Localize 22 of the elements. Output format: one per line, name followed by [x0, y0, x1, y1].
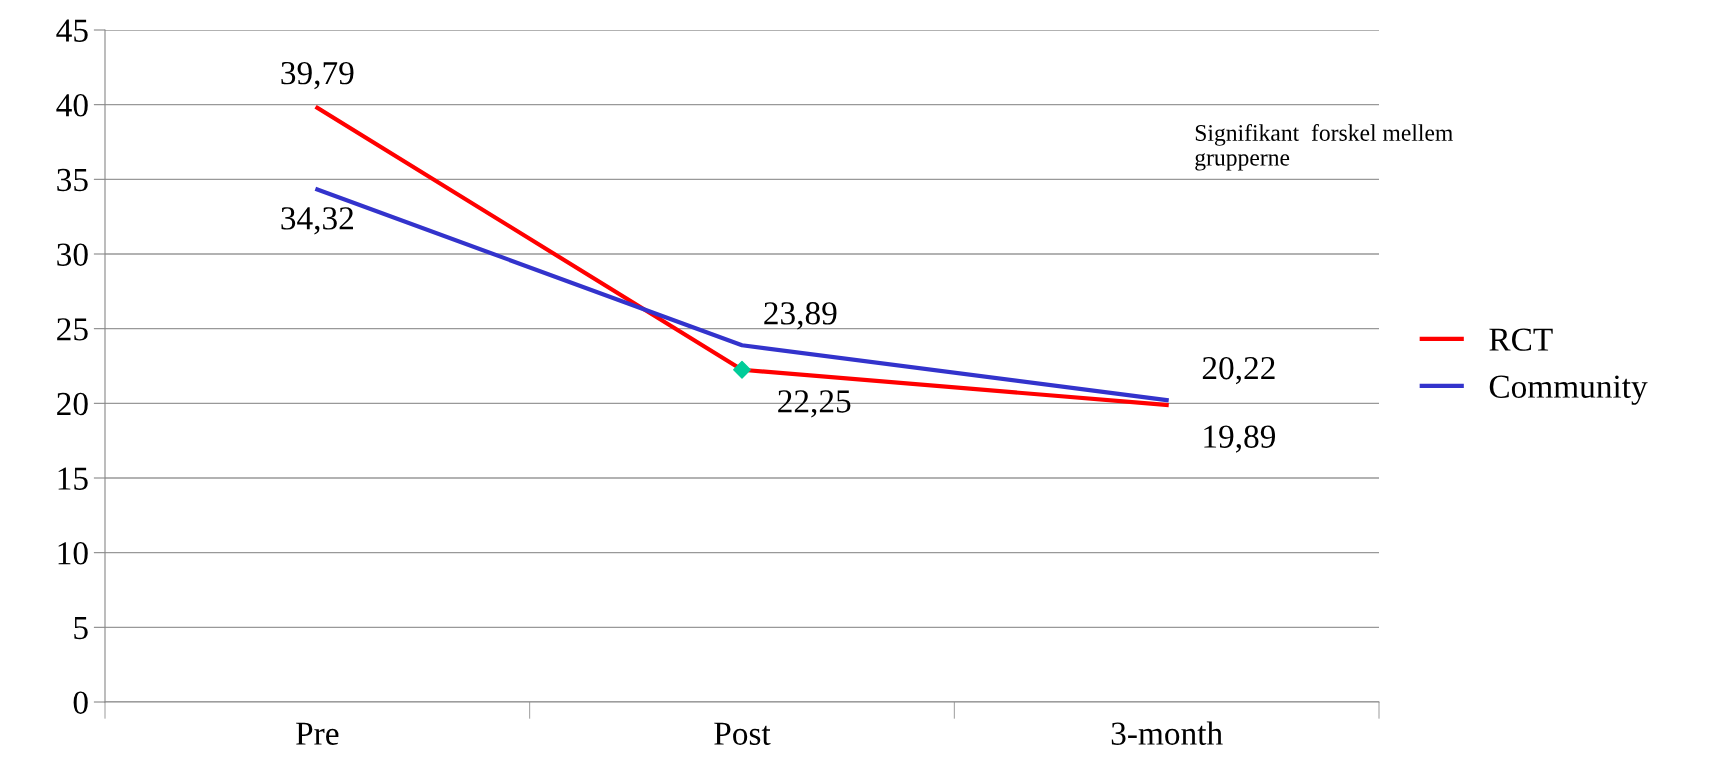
x-tick-label: 3-month: [1111, 721, 1223, 745]
data-label: 39,79: [281, 61, 354, 90]
data-label: 22,25: [778, 390, 851, 418]
data-label: 20,22: [1202, 356, 1275, 385]
y-tick-label: 35: [57, 168, 88, 192]
data-label: 34,32: [281, 207, 353, 235]
y-tick-label: 25: [57, 318, 88, 341]
y-tick-label: 5: [74, 617, 88, 640]
x-tick-label: Pre: [296, 722, 339, 745]
y-tick-label: 45: [56, 19, 88, 42]
y-tick-label: 15: [58, 467, 88, 490]
y-tick-label: 0: [73, 691, 88, 714]
y-tick-label: 20: [57, 392, 88, 416]
legend-label: Community: [1489, 375, 1648, 405]
y-tick-label: 40: [56, 94, 88, 117]
y-tick-label: 10: [58, 542, 88, 565]
x-tick-label: Post: [714, 722, 771, 745]
data-label: 23,89: [764, 302, 837, 330]
data-label: 19,89: [1204, 425, 1276, 453]
annotation: Signifikant forskel mellem grupperne: [1195, 124, 1453, 171]
legend-label: RCT: [1489, 328, 1553, 351]
y-tick-label: 30: [57, 243, 88, 266]
